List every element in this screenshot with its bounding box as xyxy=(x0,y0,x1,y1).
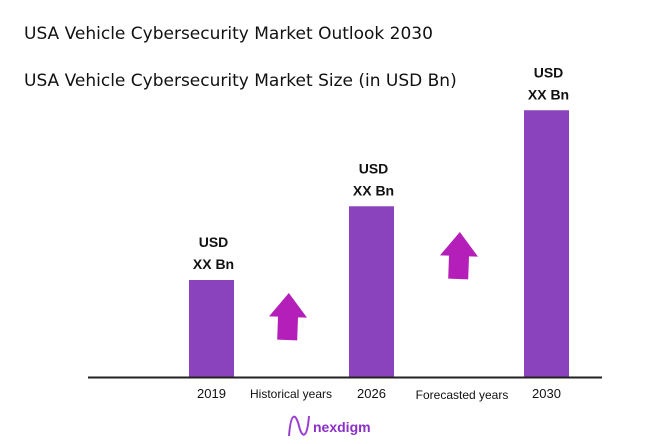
data-label-line1: USD xyxy=(534,64,564,80)
bar-2030 xyxy=(524,110,569,377)
x-tick-label: 2030 xyxy=(532,386,561,401)
bar-2026 xyxy=(349,206,394,377)
period-label-forecasted: Forecasted years xyxy=(416,388,509,402)
up-arrow-icon xyxy=(440,232,478,280)
brand-logo-text: nexdigm xyxy=(313,419,371,435)
data-label-line2: XX Bn xyxy=(353,182,394,198)
up-arrow-icon xyxy=(269,293,307,341)
data-label-line1: USD xyxy=(359,160,389,176)
data-label-line1: USD xyxy=(199,234,229,250)
period-label-historical: Historical years xyxy=(250,387,332,401)
x-tick-label: 2019 xyxy=(197,386,226,401)
chart-title: USA Vehicle Cybersecurity Market Outlook… xyxy=(24,24,433,44)
data-label-line2: XX Bn xyxy=(528,86,569,102)
data-label-line2: XX Bn xyxy=(193,256,234,272)
bar-2019 xyxy=(189,280,234,377)
chart-subtitle: USA Vehicle Cybersecurity Market Size (i… xyxy=(24,71,457,91)
x-tick-label: 2026 xyxy=(357,386,386,401)
nexdigm-logo-icon xyxy=(288,415,310,437)
